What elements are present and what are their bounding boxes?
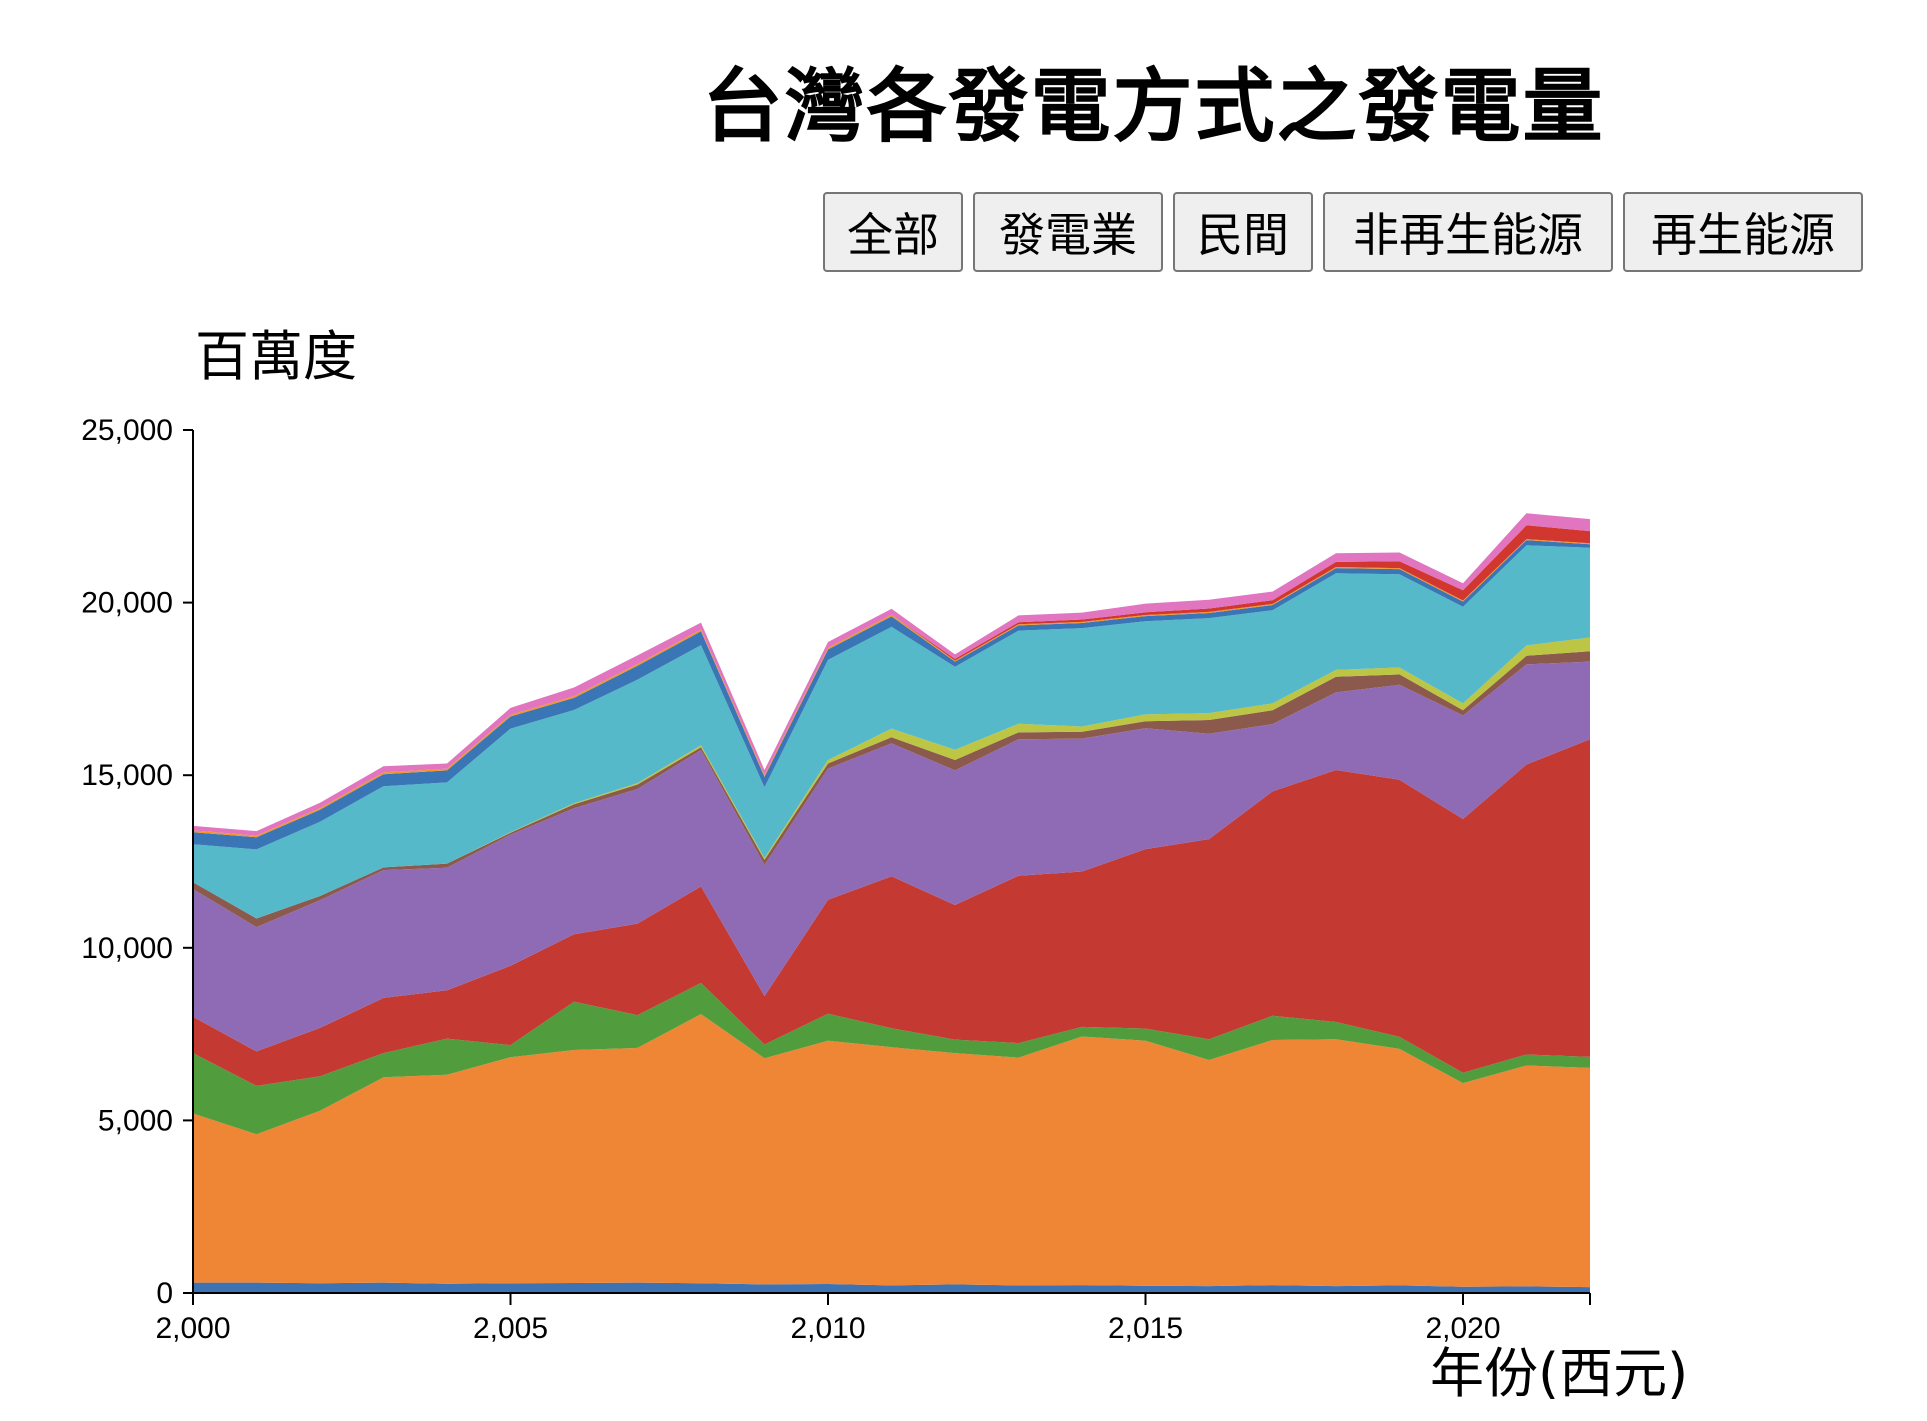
x-axis-title: 年份(西元) bbox=[1430, 1342, 1688, 1405]
filter-button-group: 全部 發電業 民間 非再生能源 再生能源 bbox=[823, 192, 1863, 272]
filter-button-all[interactable]: 全部 bbox=[823, 192, 963, 272]
area-series-4 bbox=[193, 661, 1590, 1052]
area-series-0 bbox=[193, 1282, 1590, 1293]
y-tick-label: 5,000 bbox=[98, 1104, 173, 1137]
area-series-3 bbox=[193, 739, 1590, 1086]
x-tick-label: 2,020 bbox=[1425, 1312, 1500, 1345]
y-axis: 0 5,000 10,000 15,000 20,000 25,000 bbox=[81, 414, 194, 1310]
x-tick-label: 2,015 bbox=[1108, 1312, 1183, 1345]
x-tick-label: 2,005 bbox=[473, 1312, 548, 1345]
filter-button-non-renewable[interactable]: 非再生能源 bbox=[1323, 192, 1613, 272]
area-layers bbox=[193, 513, 1590, 1293]
area-series-2 bbox=[193, 983, 1590, 1135]
area-series-5 bbox=[193, 651, 1590, 928]
y-tick-label: 25,000 bbox=[81, 414, 173, 447]
area-series-1 bbox=[193, 1014, 1590, 1288]
filter-button-renewable[interactable]: 再生能源 bbox=[1623, 192, 1863, 272]
y-tick-label: 0 bbox=[156, 1277, 173, 1310]
x-tick-label: 2,010 bbox=[790, 1312, 865, 1345]
chart-title: 台灣各發電方式之發電量 bbox=[702, 60, 1605, 153]
area-series-7 bbox=[193, 545, 1590, 919]
filter-button-private[interactable]: 民間 bbox=[1173, 192, 1313, 272]
x-tick-label: 2,000 bbox=[155, 1312, 230, 1345]
y-axis-title: 百萬度 bbox=[195, 325, 357, 388]
y-tick-label: 15,000 bbox=[81, 759, 173, 792]
y-tick-label: 20,000 bbox=[81, 587, 173, 620]
filter-button-power-industry[interactable]: 發電業 bbox=[973, 192, 1163, 272]
x-axis: 2,000 2,005 2,010 2,015 2,020 bbox=[155, 1292, 1591, 1345]
y-tick-label: 10,000 bbox=[81, 932, 173, 965]
